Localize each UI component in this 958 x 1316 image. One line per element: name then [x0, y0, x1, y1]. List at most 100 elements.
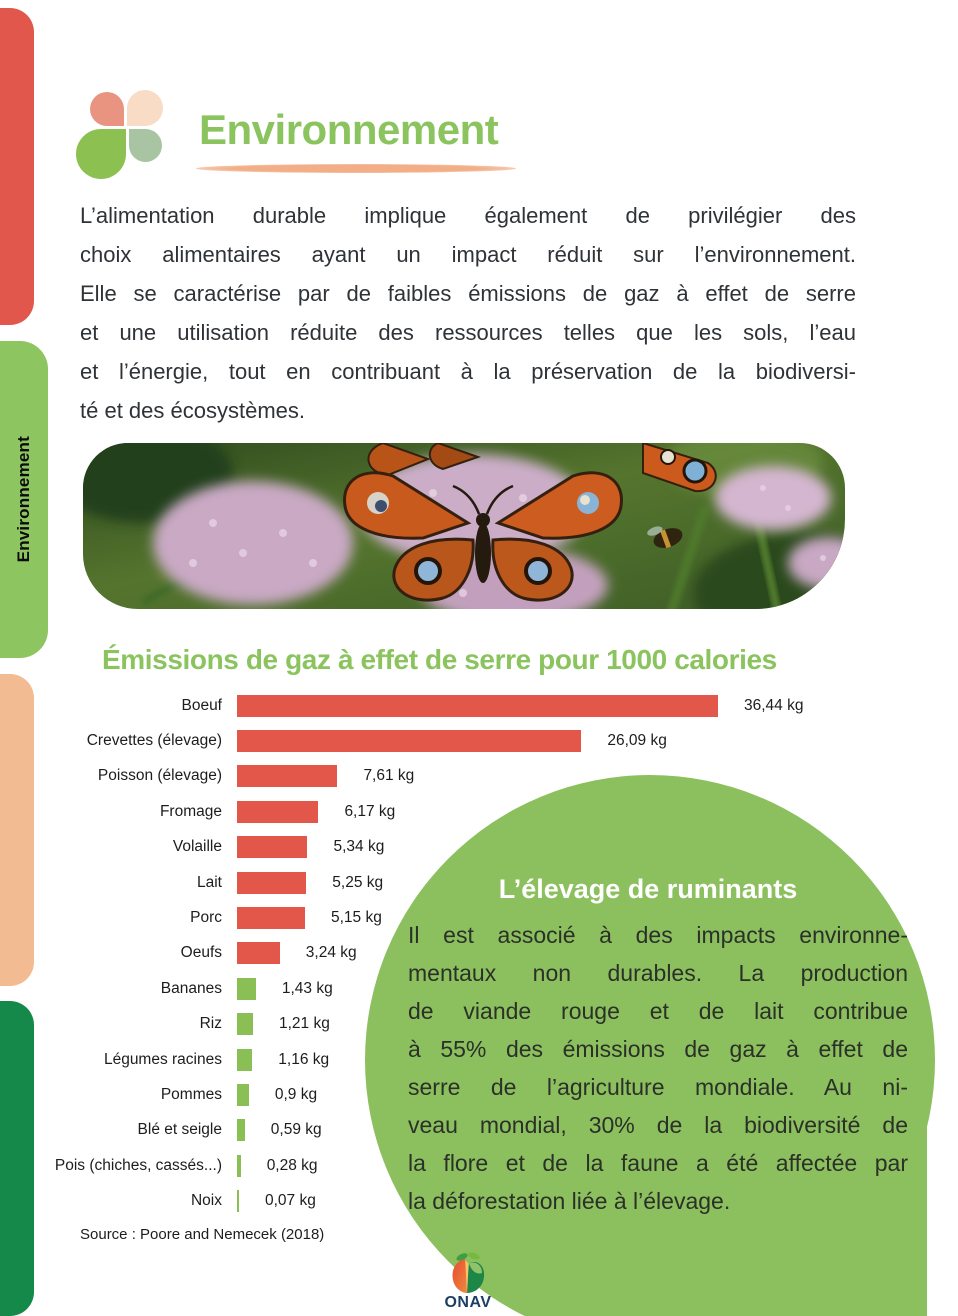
bar-label: Poisson (élevage)	[97, 767, 222, 785]
text-line: et une utilisation réduite des ressource…	[80, 320, 856, 345]
sidebar-tab-dark-green[interactable]	[0, 1001, 34, 1316]
text-line: mentaux non durables. La production	[408, 960, 908, 986]
bar	[237, 871, 307, 894]
text-line: serre de l’agriculture mondiale. Au ni-	[408, 1074, 908, 1100]
page-title: Environnement	[199, 106, 499, 153]
bar	[237, 1190, 239, 1213]
text-line: Il est associé à des impacts environne-	[408, 922, 908, 948]
text-line: de viande rouge et de lait contribue	[408, 998, 908, 1024]
sidebar-tab-label: Environnement	[14, 436, 33, 563]
chart-row: Volaille 5,34 kg	[0, 830, 958, 865]
bar-value: 0,07 kg	[265, 1192, 316, 1210]
bar	[237, 1119, 245, 1142]
chart-row: Fromage 6,17 kg	[0, 794, 958, 829]
bar	[237, 694, 718, 717]
chart-row: Riz 1,21 kg	[0, 1007, 958, 1042]
butterfly-photo-illustration	[83, 443, 845, 609]
bar-value: 7,61 kg	[363, 767, 415, 785]
text-line: Elle se caractérise par de faibles émiss…	[80, 281, 856, 306]
bar-chart: Boeuf 36,44 kg Crevettes (élevage) 26,09 kg…	[0, 688, 958, 1219]
chart-row: Légumes racines 1,16 kg	[0, 1042, 958, 1077]
butterfly-photo	[83, 443, 845, 609]
bar	[237, 977, 256, 1000]
chart-row: Boeuf 36,44 kg	[0, 688, 958, 723]
bar	[237, 730, 582, 753]
chart-row: Porc 5,15 kg	[0, 900, 958, 935]
text-line: et l’énergie, tout en contribuant à la p…	[80, 359, 856, 384]
bar	[237, 836, 308, 859]
bar-value: 3,24 kg	[305, 944, 357, 962]
bar-value: 0,9 kg	[274, 1085, 318, 1103]
bar-label: Porc	[190, 909, 222, 927]
text-line: à 55% des émissions de gaz à effet de	[408, 1036, 908, 1062]
clover-petal-icon	[90, 92, 124, 126]
chart-row: Pommes 0,9 kg	[0, 1077, 958, 1112]
chart-row: Crevettes (élevage) 26,09 kg	[0, 723, 958, 758]
chart-row: Oeufs 3,24 kg	[0, 936, 958, 971]
bar-value: 0,28 kg	[266, 1156, 318, 1174]
bee-icon	[647, 526, 683, 549]
text-line: veau mondial, 30% de la biodiversité de	[408, 1112, 908, 1138]
bar-value: 36,44 kg	[744, 696, 804, 714]
callout-body: Il est associé à des impacts environne-m…	[408, 916, 908, 1220]
text-line: choix alimentaires ayant un impact rédui…	[80, 242, 856, 267]
bar-value: 1,43 kg	[281, 979, 333, 997]
bar-value: 5,15 kg	[330, 909, 382, 927]
text-line: la déforestation liée à l’élevage.	[408, 1188, 731, 1214]
bar-value: 6,17 kg	[344, 802, 396, 820]
chart-row: Blé et seigle 0,59 kg	[0, 1113, 958, 1148]
clover-petal-icon	[129, 129, 162, 162]
bar-value: 26,09 kg	[607, 732, 667, 750]
chart-row: Pois (chiches, cassés...) 0,28 kg	[0, 1148, 958, 1183]
bar-label: Volaille	[172, 838, 222, 856]
peacock-butterfly-icon	[343, 471, 623, 602]
bar-label: Lait	[197, 873, 222, 891]
bar-label: Noix	[190, 1192, 222, 1210]
onav-logo-text: ONAV	[444, 1294, 492, 1311]
clover-petal-icon	[127, 90, 163, 126]
bar-label: Crevettes (élevage)	[86, 732, 222, 750]
bar	[237, 1013, 253, 1036]
text-line: la flore et de la faune a été affectée p…	[408, 1150, 908, 1176]
bar-value: 0,59 kg	[270, 1121, 322, 1139]
sidebar-tab-environnement[interactable]: Environnement	[0, 341, 48, 658]
bar	[237, 907, 305, 930]
callout-title: L’élevage de ruminants	[498, 874, 798, 904]
text-line: L’alimentation durable implique égalemen…	[80, 203, 856, 228]
callout-blob-extension	[650, 1060, 927, 1316]
title-underline	[196, 164, 516, 173]
bar-value: 1,21 kg	[278, 1015, 330, 1033]
sidebar-tab-red[interactable]	[0, 8, 34, 325]
bar	[237, 1083, 249, 1106]
chart-title: Émissions de gaz à effet de serre pour 1…	[102, 644, 777, 675]
bar	[237, 765, 338, 788]
text-line: té et des écosystèmes.	[80, 398, 305, 423]
bar-label: Pommes	[160, 1085, 222, 1103]
bar-label: Légumes racines	[103, 1050, 222, 1068]
chart-source: Source : Poore and Nemecek (2018)	[80, 1226, 325, 1243]
bar	[237, 1048, 253, 1071]
bar-label: Oeufs	[180, 944, 222, 962]
bar	[237, 800, 319, 823]
clover-petal-icon	[76, 129, 126, 179]
bar-value: 5,34 kg	[333, 838, 385, 856]
bar-label: Bananes	[160, 979, 222, 997]
bar	[237, 1154, 241, 1177]
intro-paragraph: L’alimentation durable implique égalemen…	[80, 196, 856, 430]
butterfly-partial-icon	[367, 443, 717, 493]
sidebar-tab-peach[interactable]	[0, 674, 34, 986]
bar-label: Fromage	[159, 802, 222, 820]
chart-row: Bananes 1,43 kg	[0, 971, 958, 1006]
bar-value: 5,25 kg	[332, 873, 384, 891]
bar-value: 1,16 kg	[278, 1050, 330, 1068]
chart-row: Noix 0,07 kg	[0, 1183, 958, 1218]
chart-row: Poisson (élevage) 7,61 kg	[0, 759, 958, 794]
bar-label: Blé et seigle	[137, 1121, 222, 1139]
onav-logo-icon	[449, 1251, 487, 1300]
bar	[237, 942, 280, 965]
chart-row: Lait 5,25 kg	[0, 865, 958, 900]
bar-label: Boeuf	[181, 696, 222, 714]
bar-label: Pois (chiches, cassés...)	[54, 1156, 222, 1174]
bar-label: Riz	[199, 1015, 222, 1033]
